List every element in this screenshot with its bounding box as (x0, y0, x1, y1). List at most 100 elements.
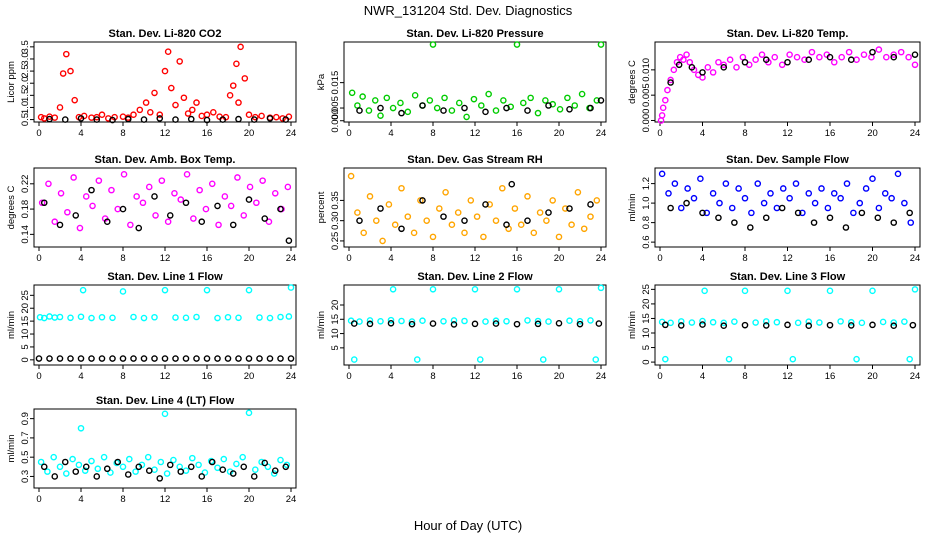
data-point (442, 189, 449, 196)
data-point (151, 466, 158, 473)
data-point (146, 109, 154, 116)
data-point (709, 69, 717, 76)
x-tick-label: 4 (388, 253, 393, 264)
data-point (426, 97, 434, 104)
data-point (448, 107, 456, 114)
data-point (164, 218, 172, 226)
data-point (810, 219, 818, 226)
data-point (79, 286, 87, 294)
data-point (130, 313, 137, 321)
data-point (793, 53, 801, 61)
x-tick-label: 0 (36, 494, 41, 505)
y-tick-label: 0.010 (641, 58, 652, 82)
data-point (82, 463, 90, 471)
data-point (161, 286, 169, 294)
x-tick-label: 8 (120, 494, 125, 505)
data-point (208, 180, 216, 188)
data-point (720, 61, 728, 69)
data-point (161, 67, 169, 75)
data-point (667, 76, 674, 84)
data-point (152, 212, 159, 219)
data-point (670, 66, 678, 74)
data-point (235, 115, 242, 123)
x-tick-label: 0 (657, 253, 662, 264)
data-point (773, 318, 781, 326)
y-tick-label: 0.30 (330, 211, 341, 230)
data-point (440, 213, 447, 220)
data-point (235, 314, 242, 322)
data-point (136, 106, 144, 114)
data-point (356, 107, 363, 114)
data-point (40, 199, 48, 207)
data-point (850, 209, 857, 217)
data-point (56, 463, 64, 471)
data-point (209, 109, 217, 116)
data-point (103, 465, 111, 473)
data-point (597, 97, 605, 104)
x-tick-label: 20 (244, 494, 255, 505)
panel-10: Stan. Dev. Line 4 (LT) Flow 0 4 8 12 16 20 24 0.… (6, 395, 297, 505)
series-all (657, 46, 919, 124)
data-point (907, 219, 915, 226)
data-point (699, 69, 706, 76)
data-point (778, 61, 786, 69)
data-point (480, 233, 487, 241)
data-point (539, 356, 547, 363)
data-point (441, 94, 448, 102)
data-point (127, 221, 134, 229)
data-point (163, 470, 171, 477)
panel-title: Stan. Dev. Line 3 Flow (730, 271, 846, 283)
x-tick-label: 12 (160, 494, 171, 505)
data-point (77, 355, 85, 362)
x-tick-label: 8 (120, 253, 125, 264)
data-point (725, 355, 733, 363)
data-point (198, 112, 206, 120)
data-point (56, 221, 64, 229)
data-point (545, 318, 552, 325)
data-point (226, 92, 234, 99)
data-point (389, 285, 397, 293)
data-point (482, 318, 489, 325)
data-point (398, 225, 405, 233)
y-tick-label: 0.25 (330, 232, 341, 251)
x-tick-label: 24 (910, 253, 921, 264)
data-point (98, 313, 106, 321)
data-point (874, 214, 882, 222)
data-point (221, 193, 229, 200)
data-point (801, 56, 808, 64)
data-point (377, 317, 384, 325)
data-point (51, 218, 59, 226)
data-point (683, 199, 690, 207)
data-point (771, 53, 779, 61)
data-point (716, 199, 723, 207)
data-point (709, 190, 717, 197)
data-point (879, 318, 887, 326)
data-point (214, 464, 221, 472)
data-point (463, 113, 470, 121)
data-point (98, 355, 106, 362)
data-point (164, 48, 172, 55)
data-point (473, 213, 481, 220)
data-point (492, 320, 500, 327)
data-point (198, 473, 206, 480)
data-point (677, 318, 685, 325)
data-point (811, 199, 819, 207)
data-point (699, 321, 706, 328)
data-point (46, 313, 53, 320)
data-point (37, 458, 45, 466)
data-point (113, 459, 120, 467)
data-point (461, 229, 468, 237)
data-point (731, 219, 738, 226)
data-point (287, 284, 295, 291)
y-tick-label: 0.3 (20, 470, 31, 483)
data-point (843, 180, 851, 187)
x-tick-label: 8 (742, 371, 747, 382)
data-point (701, 287, 708, 295)
data-point (408, 318, 416, 325)
y-tick-label: 3.5 (20, 40, 31, 53)
data-point (667, 204, 674, 212)
y-tick-label: 0.18 (20, 200, 31, 219)
panel-title: Stan. Dev. Line 2 Flow (417, 271, 533, 283)
data-point (140, 355, 148, 362)
data-point (808, 48, 816, 56)
